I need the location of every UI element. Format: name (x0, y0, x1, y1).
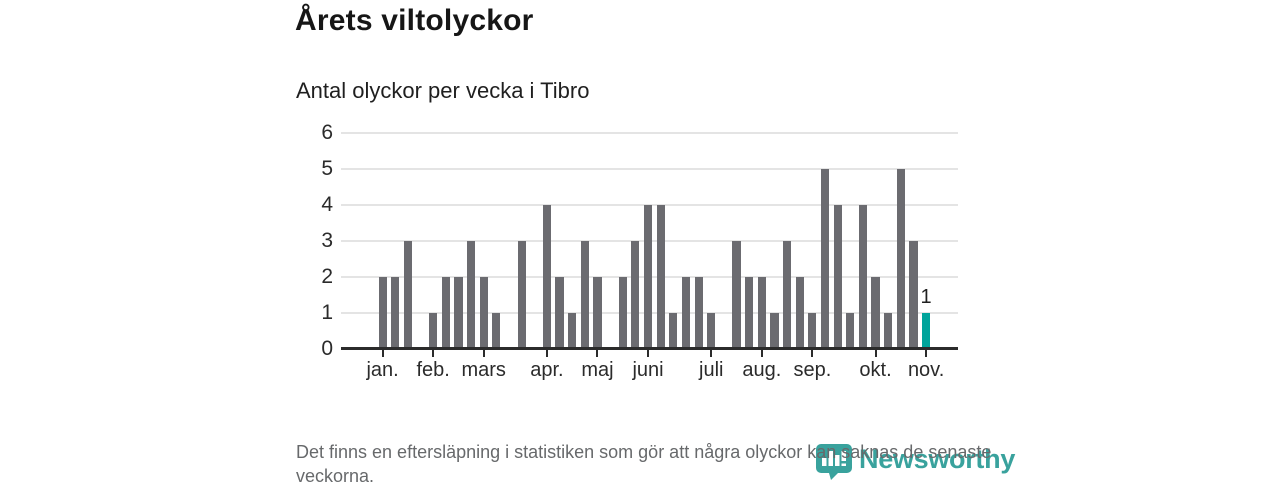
bar (593, 277, 602, 348)
bar (454, 277, 463, 348)
x-tick-label: nov. (907, 359, 945, 381)
y-tick-label: 6 (321, 121, 333, 144)
newsworthy-logo: Newsworthy (814, 442, 1015, 480)
bar (732, 241, 741, 348)
bar (403, 241, 412, 348)
bar (517, 241, 526, 348)
y-tick-label: 4 (321, 193, 333, 216)
bar (833, 205, 842, 348)
bar (631, 241, 640, 348)
x-tick-label: juli (699, 359, 724, 381)
bar (909, 241, 918, 348)
x-tick-mark (874, 350, 877, 357)
x-tick-label: sep. (793, 359, 832, 381)
bar-value-label: 1 (920, 286, 932, 308)
x-tick-label: apr. (530, 359, 564, 381)
x-tick-mark (432, 350, 435, 357)
chart-title: Årets viltolyckor (295, 4, 534, 37)
x-tick-mark (710, 350, 713, 357)
bar (795, 277, 804, 348)
bar (884, 313, 893, 348)
bar-current-week (922, 313, 931, 348)
bar (429, 313, 438, 348)
x-tick-mark (596, 350, 599, 357)
y-tick-label: 2 (321, 265, 333, 288)
x-tick-label: juni (632, 359, 664, 381)
y-tick-label: 3 (321, 229, 333, 252)
bar (656, 205, 665, 348)
bar (820, 169, 830, 348)
x-tick-label: maj (581, 359, 614, 381)
footnote: Det finns en eftersläpning i statistiken… (296, 442, 992, 486)
bar (896, 169, 905, 348)
bar (378, 277, 387, 348)
bar (782, 241, 792, 348)
grid-line (341, 168, 958, 170)
y-tick-label: 1 (321, 301, 333, 324)
x-tick-mark (925, 350, 928, 357)
bar (580, 241, 589, 348)
x-tick-mark (811, 350, 814, 357)
x-tick-mark (381, 350, 384, 357)
x-tick-mark (482, 350, 485, 357)
bar (669, 313, 678, 348)
bar (492, 313, 501, 348)
bar (542, 205, 551, 348)
bar (479, 277, 488, 348)
bar (441, 277, 450, 348)
bar (643, 205, 653, 348)
x-tick-mark (647, 350, 650, 357)
bar (466, 241, 476, 348)
x-tick-label: aug. (742, 359, 782, 381)
grid-line (341, 132, 958, 134)
x-tick-label: mars (461, 359, 506, 381)
bar (757, 277, 766, 348)
x-tick-label: okt. (859, 359, 892, 381)
x-tick-label: jan. (366, 359, 399, 381)
bar (555, 277, 564, 348)
bar (770, 313, 779, 348)
bar (808, 313, 817, 348)
newsworthy-pin-icon (816, 444, 852, 480)
bar (618, 277, 627, 348)
bar (871, 277, 880, 348)
newsworthy-logo-text: Newsworthy (859, 444, 1016, 474)
x-tick-label: feb. (416, 359, 450, 381)
bar (745, 277, 754, 348)
plot-area: 0 1 2 3 4 5 6 1 jan. feb. mars apr. maj juni juli aug. s… (321, 121, 958, 381)
bar (694, 277, 703, 348)
chart-subtitle: Antal olyckor per vecka i Tibro (296, 78, 590, 103)
bar (391, 277, 400, 348)
x-tick-mark (760, 350, 763, 357)
bar (707, 313, 716, 348)
bar (681, 277, 691, 348)
y-tick-label: 0 (321, 337, 333, 360)
bar (858, 205, 867, 348)
bar (568, 313, 577, 348)
y-tick-label: 5 (321, 157, 333, 180)
x-tick-mark (545, 350, 548, 357)
bar (846, 313, 855, 348)
x-axis-line (341, 347, 958, 350)
